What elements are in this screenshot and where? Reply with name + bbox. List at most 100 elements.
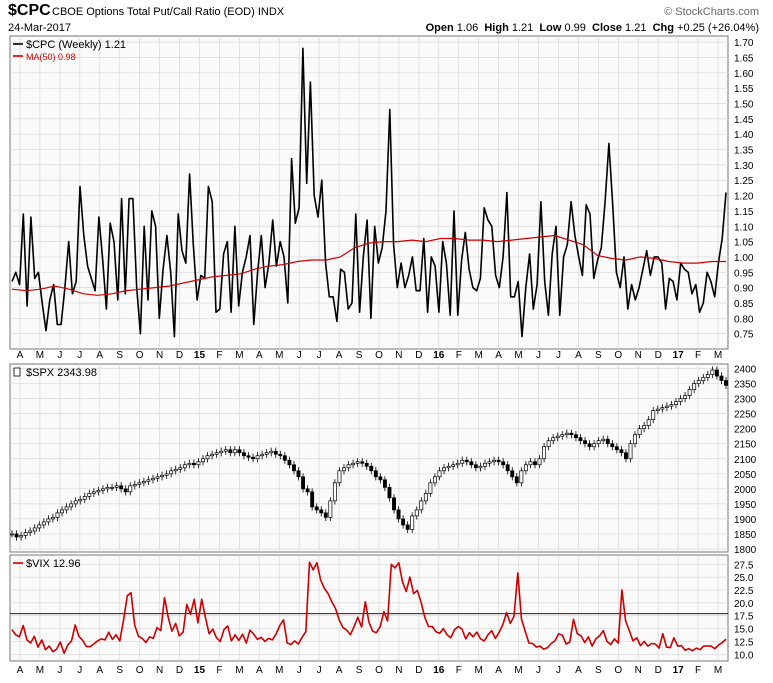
- month-tick-label: O: [375, 350, 383, 361]
- month-tick-label: J: [297, 665, 302, 676]
- spx-candle: [160, 475, 163, 477]
- y-tick-label: 2050: [734, 470, 757, 481]
- spx-candle: [597, 441, 600, 444]
- spx-candle: [110, 487, 113, 488]
- y-tick-label: 1900: [734, 515, 757, 526]
- spx-candle: [60, 510, 63, 513]
- month-tick-label: J: [317, 350, 322, 361]
- y-tick-label: 22.5: [734, 586, 754, 597]
- brand-link[interactable]: © StockCharts.com: [664, 6, 759, 18]
- month-tick-label: O: [136, 665, 144, 676]
- month-tick-label: J: [536, 665, 541, 676]
- spx-candle: [474, 465, 477, 468]
- spx-candle: [256, 456, 259, 459]
- ohlc-readout: Open 1.06 High 1.21 Low 0.99 Close 1.21 …: [426, 22, 759, 34]
- month-tick-label: J: [297, 350, 302, 361]
- spx-candle: [38, 525, 41, 528]
- spx-candle: [615, 447, 618, 450]
- spx-candle: [588, 444, 591, 447]
- high-label: High: [484, 22, 508, 34]
- spx-candle: [406, 525, 409, 530]
- spx-candle: [533, 462, 536, 465]
- spx-candle: [647, 420, 650, 426]
- spx-candle: [506, 465, 509, 471]
- spx-candle: [297, 471, 300, 477]
- spx-candle: [247, 456, 250, 458]
- spx-candle: [611, 444, 614, 447]
- spx-candle: [520, 471, 523, 483]
- spx-candle: [92, 492, 95, 494]
- spx-candle: [333, 483, 336, 501]
- month-tick-label: J: [57, 665, 62, 676]
- month-tick-label: J: [57, 350, 62, 361]
- month-tick-label: D: [176, 350, 183, 361]
- spx-candle: [10, 534, 13, 535]
- y-tick-label: 17.5: [734, 612, 754, 623]
- spx-candle: [88, 493, 91, 496]
- month-tick-label: 17: [673, 350, 685, 361]
- spx-candle: [274, 451, 277, 454]
- spx-candle: [65, 507, 68, 510]
- spx-candle: [602, 439, 605, 441]
- spx-candle: [79, 499, 82, 501]
- month-tick-label: M: [36, 665, 44, 676]
- high-value: 1.21: [512, 22, 533, 34]
- spx-candle: [442, 468, 445, 471]
- y-tick-label: 2350: [734, 380, 757, 391]
- spx-candle: [593, 444, 596, 447]
- spx-candle: [174, 469, 177, 471]
- month-tick-label: J: [77, 665, 82, 676]
- spx-candle: [233, 450, 236, 453]
- month-tick-label: J: [556, 665, 561, 676]
- month-tick-label: S: [356, 350, 363, 361]
- y-tick-label: 25.0: [734, 573, 754, 584]
- spx-candle: [97, 490, 100, 492]
- spx-candle: [529, 462, 532, 465]
- y-tick-label: 2100: [734, 455, 757, 466]
- spx-candle: [679, 399, 682, 402]
- month-tick-label: M: [235, 665, 243, 676]
- y-tick-label: 1.25: [734, 176, 754, 187]
- spx-candle: [338, 471, 341, 483]
- spx-candle: [397, 510, 400, 519]
- close-value: 1.21: [625, 22, 646, 34]
- legend-swatch: [14, 368, 20, 376]
- month-tick-label: M: [514, 350, 522, 361]
- spx-candle: [315, 507, 318, 510]
- y-tick-label: 15.0: [734, 625, 754, 636]
- spx-candle: [215, 453, 218, 455]
- spx-candle: [347, 465, 350, 468]
- y-tick-label: 2300: [734, 395, 757, 406]
- spx-candle: [374, 471, 377, 477]
- month-tick-label: D: [415, 350, 422, 361]
- spx-candle: [633, 435, 636, 444]
- month-tick-label: D: [415, 665, 422, 676]
- vix-panel[interactable]: 10.012.515.017.520.022.525.027.5$VIX 12.…: [10, 555, 754, 661]
- spx-candle: [565, 433, 568, 435]
- month-tick-label: F: [456, 665, 462, 676]
- spx-candle: [320, 510, 323, 513]
- month-tick-label: A: [17, 350, 24, 361]
- spx-candle: [201, 459, 204, 462]
- month-tick-label: M: [36, 350, 44, 361]
- spx-candle: [47, 519, 50, 522]
- y-tick-label: 2250: [734, 410, 757, 421]
- spx-panel[interactable]: 1800185019001950200020502100215022002250…: [10, 364, 757, 556]
- y-tick-label: 1.70: [734, 38, 754, 49]
- spx-candle: [70, 504, 73, 507]
- legend-label: $CPC (Weekly) 1.21: [26, 39, 126, 51]
- cpc-panel[interactable]: 0.750.800.850.900.951.001.051.101.151.20…: [10, 36, 754, 349]
- y-tick-label: 1.10: [734, 222, 754, 233]
- spx-candle: [643, 426, 646, 429]
- spx-candle: [51, 517, 54, 519]
- spx-candle: [665, 406, 668, 408]
- y-tick-label: 20.0: [734, 599, 754, 610]
- spx-candle: [20, 535, 23, 537]
- panel-frame: [10, 364, 728, 552]
- spx-candle: [583, 441, 586, 444]
- month-tick-label: O: [136, 350, 144, 361]
- month-tick-label: M: [714, 350, 722, 361]
- month-tick-label: S: [595, 350, 602, 361]
- spx-candle: [370, 466, 373, 471]
- spx-candle: [197, 462, 200, 465]
